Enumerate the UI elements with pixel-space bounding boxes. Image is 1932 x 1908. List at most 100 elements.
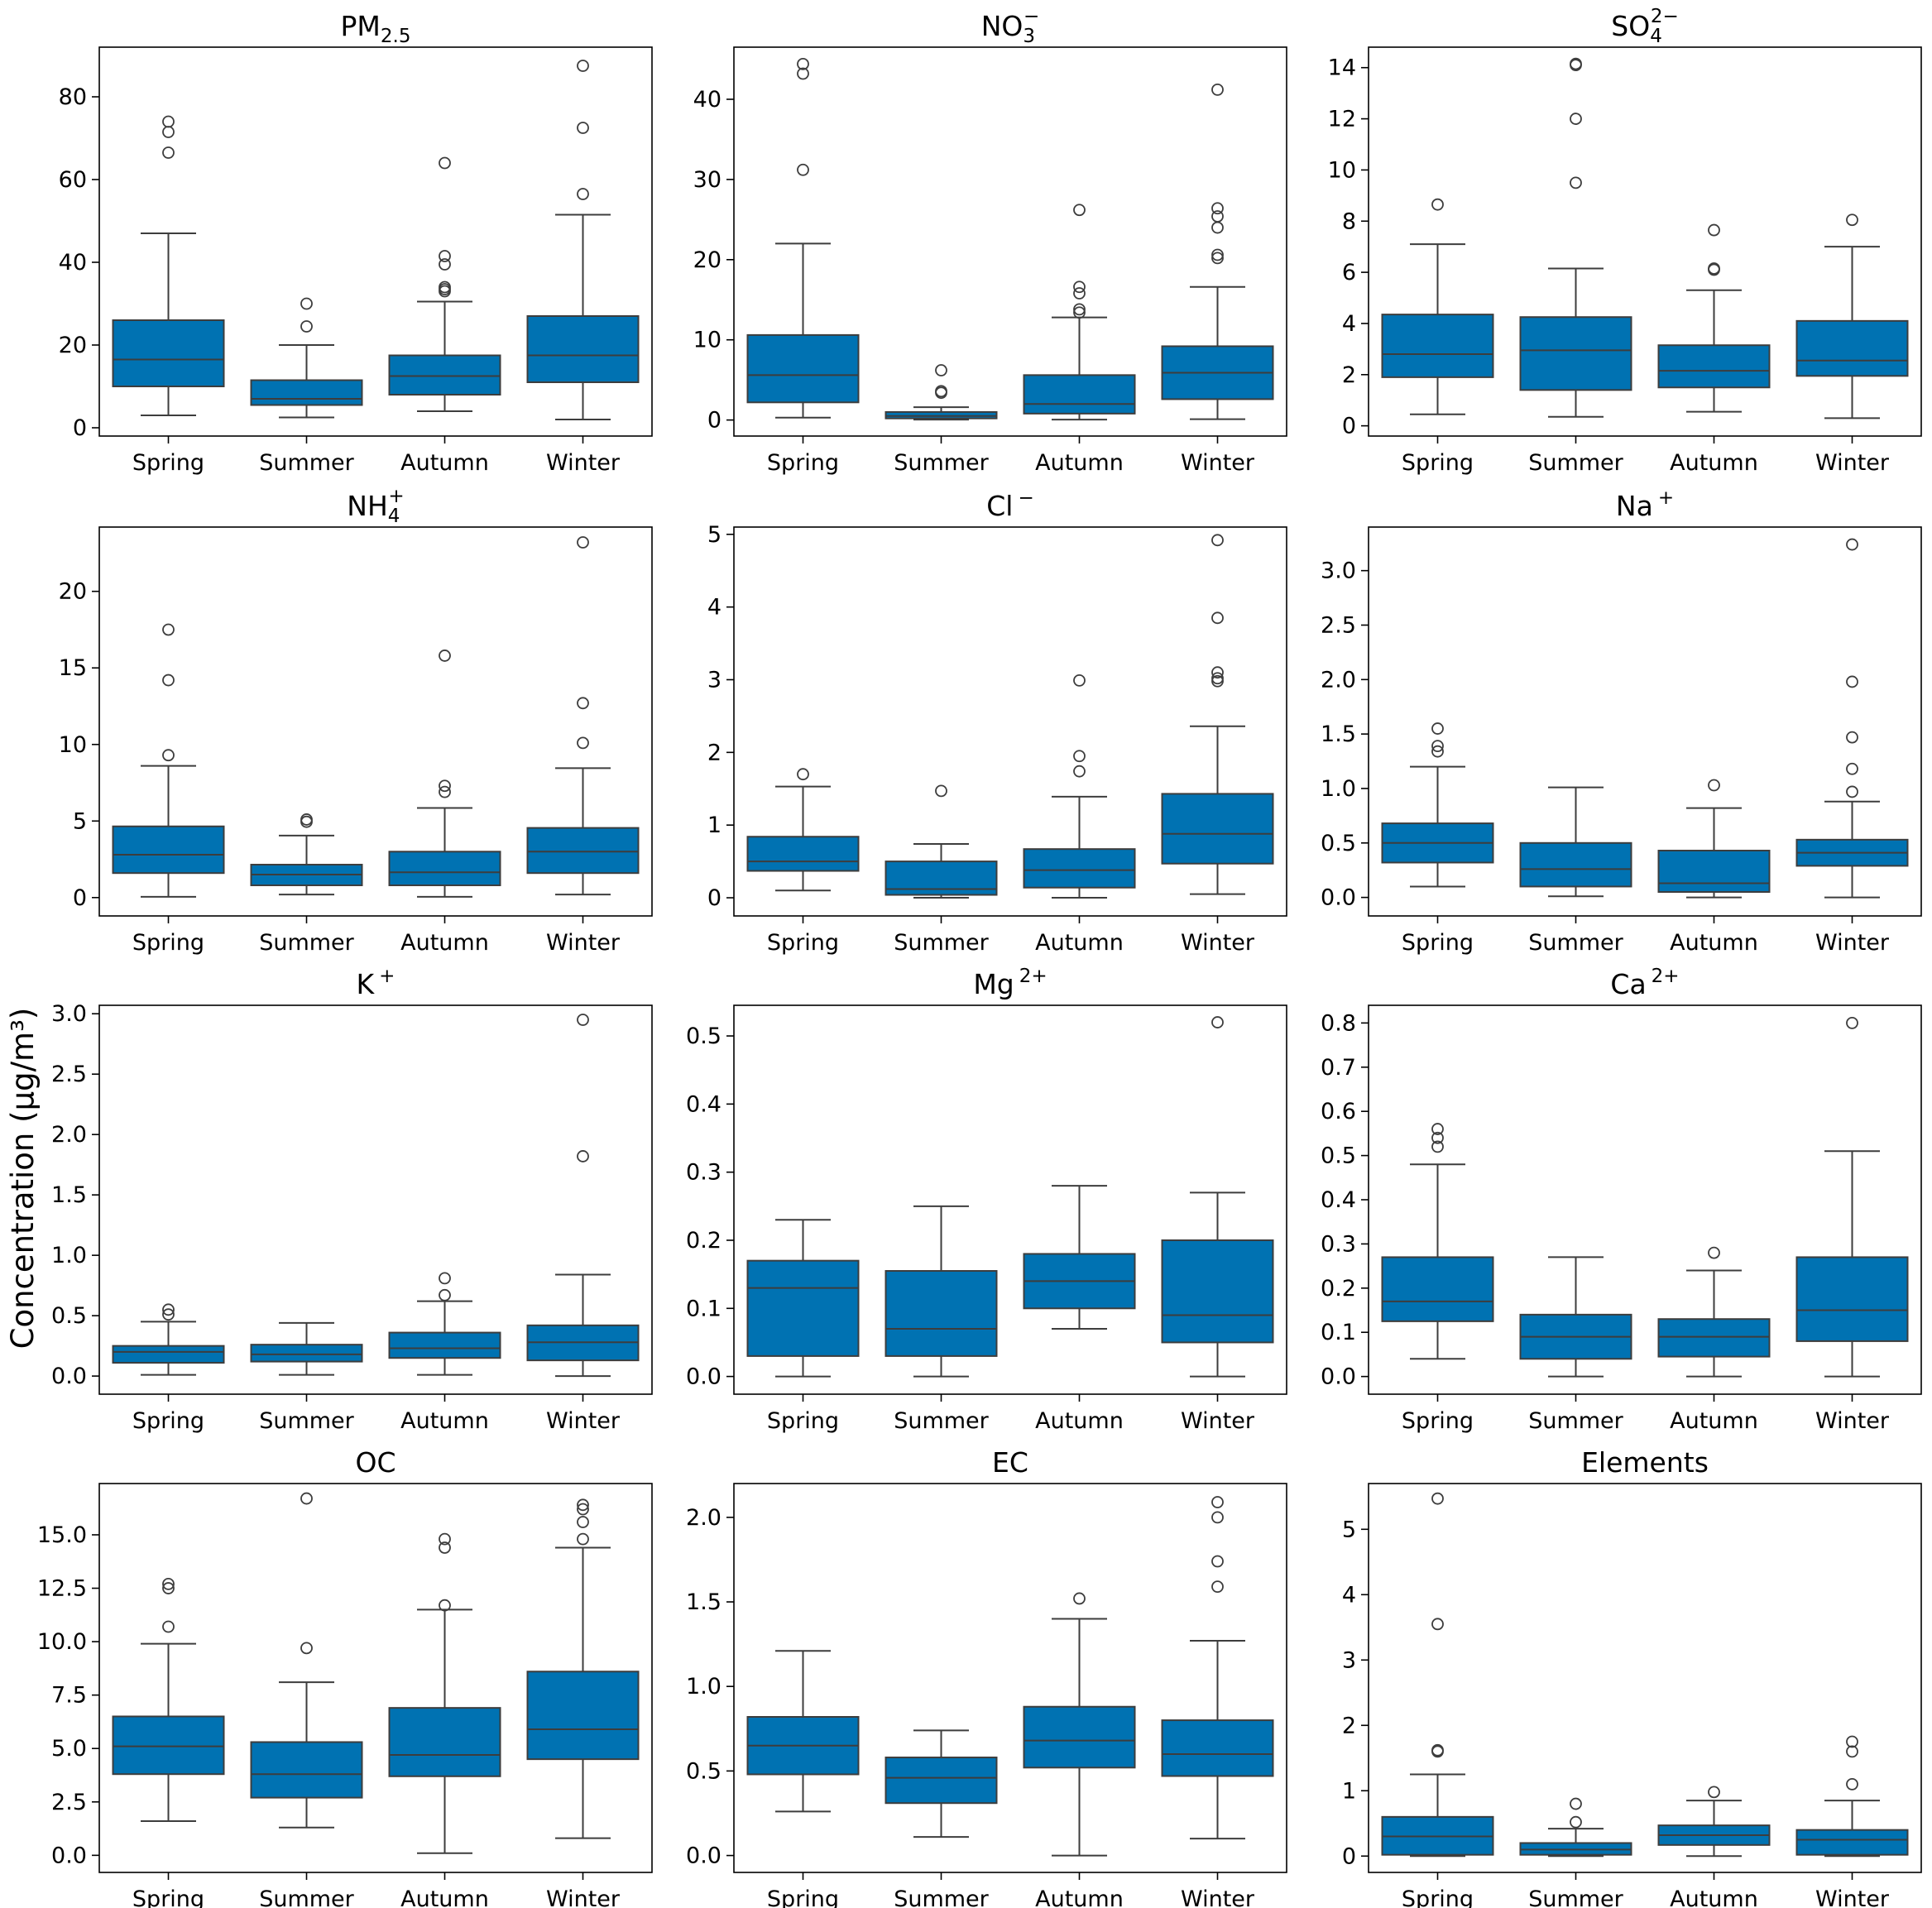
outlier-point <box>439 258 451 271</box>
box-winter <box>526 1014 640 1378</box>
subplot-4: NH4+ 0 5 10 15 20 Spring Summer Autumn Winter <box>59 486 653 956</box>
outlier-point <box>162 1303 175 1316</box>
y-tick-label: 2.0 <box>1321 667 1356 693</box>
panel-title: Ca 2+ <box>1610 966 1679 1000</box>
outlier-point <box>1431 722 1444 735</box>
outlier-point <box>577 188 589 200</box>
panel-title: EC <box>992 1446 1028 1479</box>
y-tick-label: 2.5 <box>51 1790 87 1815</box>
outlier-point <box>162 1577 175 1590</box>
y-tick-label: 0.1 <box>686 1296 722 1321</box>
iqr-box <box>1161 1719 1274 1777</box>
box-spring <box>112 623 225 898</box>
outlier-point <box>577 122 589 134</box>
y-tick-label: 0.0 <box>1321 885 1356 911</box>
y-tick-label: 10.0 <box>37 1629 87 1655</box>
iqr-box <box>885 1270 998 1357</box>
panel-title: PM2.5 <box>341 10 411 47</box>
iqr-box <box>1795 1829 1909 1856</box>
subplot-8: Mg 2+ 0.0 0.1 0.2 0.3 0.4 0.5 Spring Summer Autumn… <box>686 966 1287 1434</box>
outlier-point <box>1431 740 1444 753</box>
axes-frame <box>98 526 653 917</box>
outlier-point <box>1708 1786 1720 1799</box>
outlier-point <box>1073 280 1086 294</box>
y-tick-label: 4 <box>707 595 722 621</box>
outlier-point <box>162 1620 175 1633</box>
outlier-point <box>1570 57 1582 70</box>
x-tick-label: Autumn <box>400 450 489 476</box>
box-summer <box>250 813 363 896</box>
box-winter <box>526 60 640 420</box>
y-tick-label: 0 <box>73 415 87 441</box>
y-tick-label: 0.5 <box>686 1758 722 1784</box>
iqr-box <box>112 319 225 387</box>
iqr-box <box>526 1671 640 1761</box>
box-summer <box>250 1492 363 1829</box>
panel-title: Elements <box>1581 1446 1709 1479</box>
outlier-point <box>1846 675 1858 688</box>
outlier-point <box>1846 785 1858 798</box>
y-tick-label: 40 <box>59 250 87 276</box>
x-tick-label: Spring <box>767 450 839 476</box>
y-tick-label: 1.5 <box>686 1589 722 1615</box>
subplot-1: PM2.5 0 20 40 60 80 Spring Summer Autumn Winter <box>59 10 653 476</box>
y-tick-label: 0.7 <box>1321 1055 1356 1081</box>
y-tick-label: 3.0 <box>1321 558 1356 584</box>
outlier-point <box>1073 1592 1086 1605</box>
subplot-6: Na + 0.0 0.5 1.0 1.5 2.0 2.5 3.0 Spring Summer Autu… <box>1321 487 1922 956</box>
outlier-point <box>1073 303 1086 316</box>
outlier-point <box>439 1272 451 1285</box>
outlier-point <box>935 784 947 798</box>
y-tick-label: 0.1 <box>1321 1320 1356 1345</box>
iqr-box <box>112 1715 225 1776</box>
axes-frame <box>733 1483 1287 1873</box>
outlier-point <box>1211 672 1224 685</box>
x-tick-label: Spring <box>1402 450 1474 476</box>
iqr-box <box>1381 1256 1494 1322</box>
y-tick-label: 0 <box>1342 414 1356 439</box>
outlier-point <box>577 1503 589 1516</box>
y-tick-label: 6 <box>1342 260 1356 285</box>
box-autumn <box>1023 1185 1136 1330</box>
y-tick-label: 2.0 <box>51 1122 87 1148</box>
outlier-point <box>1431 745 1444 758</box>
outlier-point <box>1431 1140 1444 1153</box>
y-tick-label: 10 <box>59 732 87 758</box>
y-tick-label: 3 <box>1342 1647 1356 1673</box>
y-tick-label: 20 <box>693 247 722 273</box>
y-tick-label: 5 <box>707 522 722 548</box>
axes-frame <box>1368 1004 1922 1395</box>
subplot-2: NO3− 0 10 20 30 40 Spring Summer Autumn Winter <box>693 6 1287 476</box>
outlier-point <box>1431 1743 1444 1757</box>
axes-frame <box>98 46 653 437</box>
y-tick-label: 30 <box>693 167 722 193</box>
x-tick-label: Spring <box>767 1408 839 1434</box>
y-tick-label: 0.6 <box>1321 1099 1356 1124</box>
panel-title: OC <box>355 1446 396 1479</box>
outlier-point <box>797 768 809 781</box>
iqr-box <box>1023 1705 1136 1769</box>
outlier-point <box>1073 287 1086 300</box>
outlier-point <box>1211 83 1224 96</box>
y-tick-label: 80 <box>59 84 87 110</box>
x-tick-label: Autumn <box>1670 450 1758 476</box>
y-tick-label: 2.0 <box>686 1505 722 1531</box>
outlier-point <box>1073 306 1086 319</box>
y-tick-label: 1.0 <box>51 1243 87 1268</box>
y-tick-label: 5.0 <box>51 1736 87 1762</box>
outlier-point <box>1570 176 1582 189</box>
iqr-box <box>1519 841 1632 888</box>
outlier-point <box>300 813 313 826</box>
outlier-point <box>162 1582 175 1594</box>
panel-title: Mg 2+ <box>973 966 1047 1000</box>
y-tick-label: 0 <box>707 408 722 434</box>
outlier-point <box>577 1498 589 1512</box>
box-winter <box>1161 1016 1274 1378</box>
outlier-point <box>577 1532 589 1546</box>
box-winter <box>526 536 640 896</box>
y-tick-label: 0.0 <box>1321 1364 1356 1390</box>
iqr-box <box>885 1757 998 1805</box>
box-summer <box>1519 1797 1632 1858</box>
outlier-point <box>1846 1777 1858 1791</box>
